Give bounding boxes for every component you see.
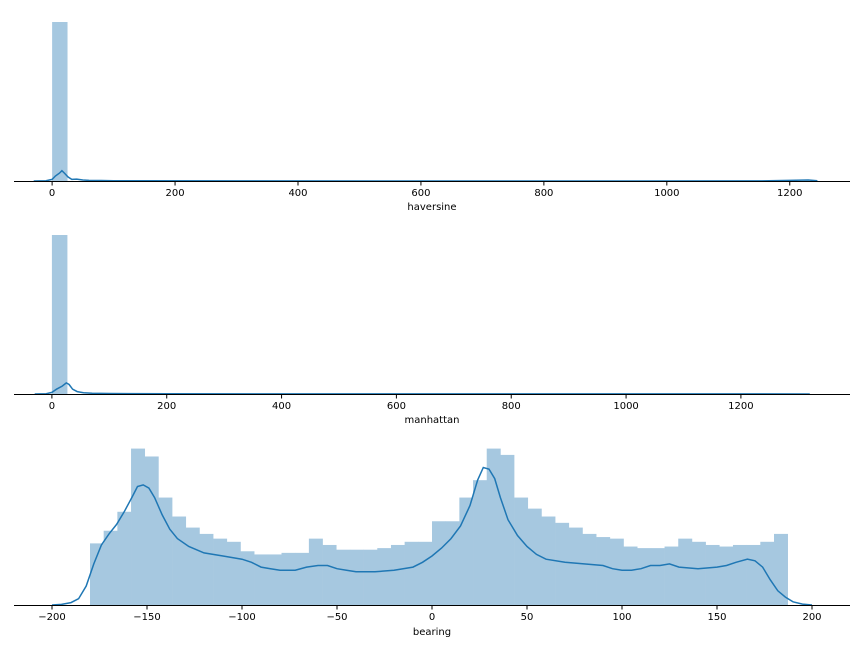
histogram-bar (774, 533, 788, 605)
histogram-bar (240, 551, 255, 605)
x-tick-label: 200 (166, 188, 185, 199)
histogram-bar (555, 522, 570, 605)
x-tick-label: 50 (521, 612, 534, 623)
histogram-bar (637, 548, 652, 605)
manhattan-panel: 0 200 400 600 800 1000 1200 manhattan (14, 235, 850, 426)
x-tick-label: 1200 (728, 401, 753, 412)
histogram-bar (445, 521, 460, 605)
histogram-bar (404, 541, 419, 605)
histogram-bar (650, 548, 665, 605)
histogram-bar (596, 537, 611, 605)
histogram-bar (281, 552, 296, 605)
x-tick-label: 400 (288, 188, 307, 199)
histogram-bar (664, 546, 679, 605)
histogram-bar (377, 548, 392, 605)
x-tick-label: 1000 (654, 188, 679, 199)
x-tick-label: 800 (534, 188, 553, 199)
histogram-bar (500, 454, 515, 605)
histogram-bar (336, 549, 351, 605)
kde-line (34, 381, 810, 395)
histogram-bar (541, 516, 556, 605)
histogram-bar (226, 541, 241, 605)
x-axis-label: manhattan (405, 415, 460, 426)
x-axis-label: haversine (407, 202, 456, 213)
x-tick-label: 0 (49, 188, 55, 199)
x-tick-label: 0 (49, 401, 55, 412)
histogram-bar (568, 527, 583, 605)
histogram-bar (199, 533, 214, 605)
x-tick-label: 200 (802, 612, 821, 623)
x-tick-label: 800 (502, 401, 521, 412)
histogram-bar (144, 456, 159, 605)
histogram-bar (349, 549, 364, 605)
histogram-bar (295, 552, 310, 605)
x-tick-label: −200 (38, 612, 65, 623)
histogram-bar (363, 549, 378, 605)
x-tick-label: 600 (387, 401, 406, 412)
histogram-bar (678, 538, 693, 605)
histogram-bar (131, 448, 146, 605)
histogram-bar (459, 497, 474, 605)
histogram-bar (623, 546, 638, 605)
kde-line (33, 169, 818, 182)
histogram-bar (117, 511, 132, 605)
histogram-bar (267, 554, 282, 605)
histogram-bar (185, 527, 200, 605)
x-tick-label: 100 (612, 612, 631, 623)
histogram-bar (486, 448, 501, 605)
bearing-panel: −200 −150 −100 −50 0 50 100 150 200 bearing (14, 448, 850, 638)
histogram-bar (308, 538, 323, 605)
histogram-bar (322, 544, 337, 605)
x-tick-label: 600 (411, 188, 430, 199)
histogram-bar (473, 480, 488, 605)
histogram-bar (103, 530, 118, 605)
histogram-bar (760, 541, 775, 605)
histogram-bar (432, 521, 446, 605)
x-tick-label: −100 (228, 612, 255, 623)
histogram-bar (514, 497, 529, 605)
histogram-bar (213, 538, 228, 605)
x-tick-label: 1000 (613, 401, 638, 412)
x-tick-label: 150 (707, 612, 726, 623)
x-tick-label: 400 (272, 401, 291, 412)
histogram-bar (90, 543, 104, 605)
x-tick-label: −50 (326, 612, 347, 623)
x-tick-label: 200 (157, 401, 176, 412)
histogram-bar (158, 497, 173, 605)
haversine-panel: 0 200 400 600 800 1000 1200 haversine (14, 22, 850, 213)
x-tick-label: 0 (429, 612, 435, 623)
histogram-bar (705, 544, 720, 605)
histogram-bar (418, 541, 433, 605)
x-axis-label: bearing (413, 627, 451, 638)
histogram-bar (719, 546, 734, 605)
histogram-bar (172, 516, 187, 605)
histogram-bar (390, 544, 405, 605)
x-tick-label: 1200 (777, 188, 802, 199)
histogram-bar (51, 235, 68, 394)
histogram-bar (254, 554, 269, 605)
x-tick-label: −150 (133, 612, 160, 623)
histogram-bar (732, 544, 747, 605)
histogram-bar (746, 544, 761, 605)
kde-line (51, 466, 813, 606)
histogram-bar (691, 541, 706, 605)
histogram-bar (609, 538, 624, 605)
histogram-bar (582, 533, 597, 605)
histogram-bar (52, 22, 68, 181)
histogram-bar (527, 508, 542, 605)
